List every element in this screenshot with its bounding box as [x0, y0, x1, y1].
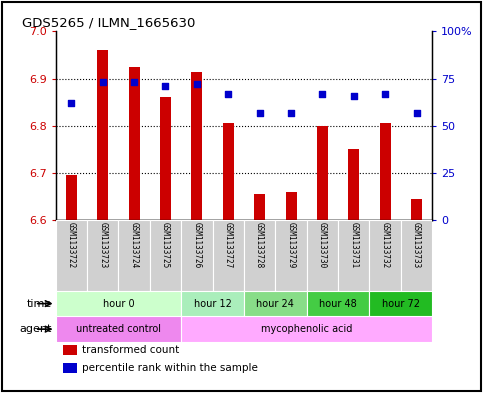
Text: hour 72: hour 72 [382, 299, 420, 309]
Text: GDS5265 / ILMN_1665630: GDS5265 / ILMN_1665630 [22, 16, 195, 29]
FancyBboxPatch shape [401, 220, 432, 291]
Text: GSM1133731: GSM1133731 [349, 222, 358, 268]
Text: hour 12: hour 12 [194, 299, 231, 309]
Text: GSM1133727: GSM1133727 [224, 222, 233, 268]
Bar [128, 67, 140, 220]
FancyBboxPatch shape [87, 220, 118, 291]
FancyBboxPatch shape [338, 220, 369, 291]
Text: mycophenolic acid: mycophenolic acid [261, 324, 353, 334]
Bar [285, 192, 297, 220]
Text: agent: agent [19, 324, 52, 334]
FancyBboxPatch shape [213, 220, 244, 291]
Point [287, 109, 295, 116]
Text: GSM1133732: GSM1133732 [381, 222, 390, 268]
Text: GSM1133726: GSM1133726 [192, 222, 201, 268]
Bar [181, 291, 244, 316]
Point [350, 92, 357, 99]
FancyBboxPatch shape [181, 220, 213, 291]
Bar [56, 291, 181, 316]
FancyBboxPatch shape [118, 220, 150, 291]
FancyBboxPatch shape [150, 220, 181, 291]
Text: GSM1133729: GSM1133729 [286, 222, 296, 268]
Point [130, 79, 138, 86]
Bar [160, 97, 171, 220]
Text: hour 0: hour 0 [102, 299, 134, 309]
Bar [254, 194, 265, 220]
Text: untreated control: untreated control [76, 324, 161, 334]
Bar [244, 291, 307, 316]
Text: GSM1133728: GSM1133728 [255, 222, 264, 268]
Point [68, 100, 75, 106]
Bar [181, 316, 432, 342]
FancyBboxPatch shape [369, 220, 401, 291]
Text: GSM1133730: GSM1133730 [318, 222, 327, 268]
Bar [97, 50, 108, 220]
Bar [348, 149, 359, 220]
Point [193, 81, 201, 87]
Text: GSM1133723: GSM1133723 [98, 222, 107, 268]
FancyBboxPatch shape [307, 220, 338, 291]
Text: time: time [27, 299, 52, 309]
Bar [369, 291, 432, 316]
Text: GSM1133725: GSM1133725 [161, 222, 170, 268]
Point [161, 83, 170, 89]
Text: GSM1133722: GSM1133722 [67, 222, 76, 268]
Bar [63, 345, 77, 355]
Point [99, 79, 107, 86]
Point [382, 90, 389, 97]
Point [319, 90, 327, 97]
FancyBboxPatch shape [56, 220, 87, 291]
Bar [66, 175, 77, 220]
Text: hour 24: hour 24 [256, 299, 294, 309]
Bar [411, 199, 422, 220]
Bar [307, 291, 369, 316]
Bar [223, 123, 234, 220]
Point [256, 109, 264, 116]
Bar [317, 126, 328, 220]
Text: GSM1133733: GSM1133733 [412, 222, 421, 268]
FancyBboxPatch shape [275, 220, 307, 291]
Bar [380, 123, 391, 220]
Text: GSM1133724: GSM1133724 [129, 222, 139, 268]
Text: hour 48: hour 48 [319, 299, 357, 309]
Point [412, 109, 420, 116]
Text: transformed count: transformed count [82, 345, 179, 355]
Text: percentile rank within the sample: percentile rank within the sample [82, 363, 258, 373]
FancyBboxPatch shape [244, 220, 275, 291]
Bar [63, 363, 77, 373]
Point [224, 90, 232, 97]
Bar [191, 72, 202, 220]
Bar [56, 316, 181, 342]
